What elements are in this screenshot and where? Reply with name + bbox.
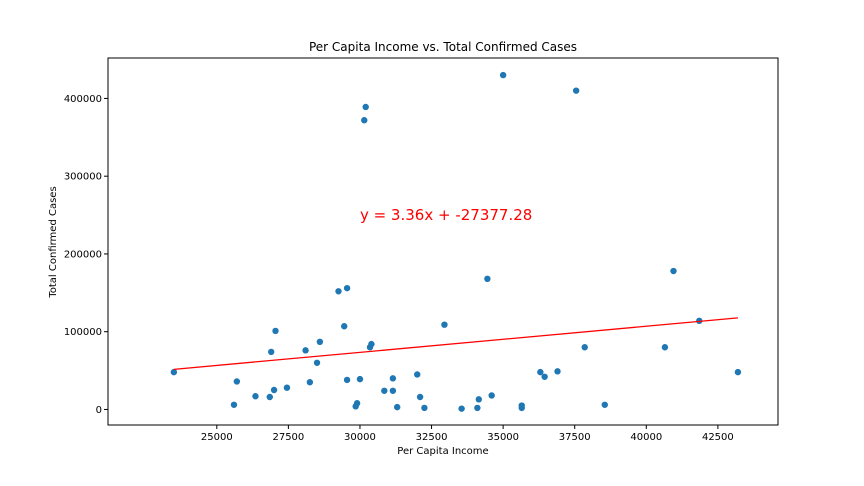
x-axis: 25000 27500 30000 32500 35000 37500 40000 42500 <box>201 425 734 443</box>
data-point <box>416 393 424 401</box>
y-axis: 0 100000 200000 300000 400000 <box>64 94 108 416</box>
data-point <box>554 368 561 375</box>
data-point <box>670 267 677 275</box>
data-point <box>252 393 259 400</box>
data-point <box>474 404 481 412</box>
y-tick-label: 200000 <box>64 249 102 260</box>
data-point <box>488 392 495 399</box>
data-point <box>272 327 279 335</box>
data-point <box>316 338 324 346</box>
data-point <box>661 344 669 351</box>
data-point <box>343 284 351 292</box>
data-point <box>441 321 448 328</box>
data-point <box>458 405 465 412</box>
data-point <box>581 344 588 351</box>
data-point <box>353 400 361 407</box>
x-tick-label: 37500 <box>559 432 591 443</box>
data-point <box>313 359 321 366</box>
data-point <box>335 288 342 295</box>
data-point <box>343 376 351 384</box>
data-point <box>484 275 491 283</box>
x-tick-label: 25000 <box>201 432 233 443</box>
data-point <box>381 387 388 394</box>
data-point <box>518 402 525 409</box>
data-point <box>268 348 275 356</box>
data-point <box>368 340 375 348</box>
data-point <box>393 403 401 411</box>
data-point <box>356 375 364 383</box>
data-point <box>302 347 309 354</box>
x-tick-label: 27500 <box>272 432 304 443</box>
data-point <box>266 393 273 401</box>
y-axis-label: Total Confirmed Cases <box>48 186 59 298</box>
plot-area <box>170 71 742 412</box>
y-tick-label: 300000 <box>64 172 102 183</box>
data-point <box>270 386 278 394</box>
x-axis-label: Per Capita Income <box>397 446 488 457</box>
data-point <box>230 401 238 408</box>
data-point <box>414 371 421 378</box>
data-point <box>341 323 348 330</box>
data-point <box>499 71 507 79</box>
data-point <box>541 373 548 380</box>
regression-line <box>173 317 738 370</box>
plot-frame <box>107 57 779 426</box>
data-point <box>572 87 580 94</box>
data-point <box>734 368 742 376</box>
data-point <box>170 368 178 376</box>
data-point <box>362 103 369 111</box>
data-point <box>361 117 368 124</box>
regression-equation: y = 3.36x + -27377.28 <box>360 206 532 224</box>
y-tick-label: 0 <box>96 405 102 416</box>
x-tick-label: 32500 <box>416 432 448 443</box>
y-tick-label: 100000 <box>64 327 102 338</box>
chart-title: Per Capita Income vs. Total Confirmed Ca… <box>309 40 577 54</box>
y-tick-label: 400000 <box>64 94 102 105</box>
x-tick-label: 30000 <box>344 432 376 443</box>
data-point <box>421 404 428 412</box>
data-point <box>306 379 314 386</box>
data-point <box>233 378 241 385</box>
data-point <box>475 396 482 403</box>
data-point <box>389 375 397 382</box>
x-tick-label: 40000 <box>630 432 662 443</box>
data-point <box>601 401 608 408</box>
data-point <box>537 368 544 376</box>
data-point <box>389 387 397 394</box>
x-tick-label: 35000 <box>487 432 519 443</box>
x-tick-label: 42500 <box>702 432 734 443</box>
data-point <box>283 384 291 391</box>
